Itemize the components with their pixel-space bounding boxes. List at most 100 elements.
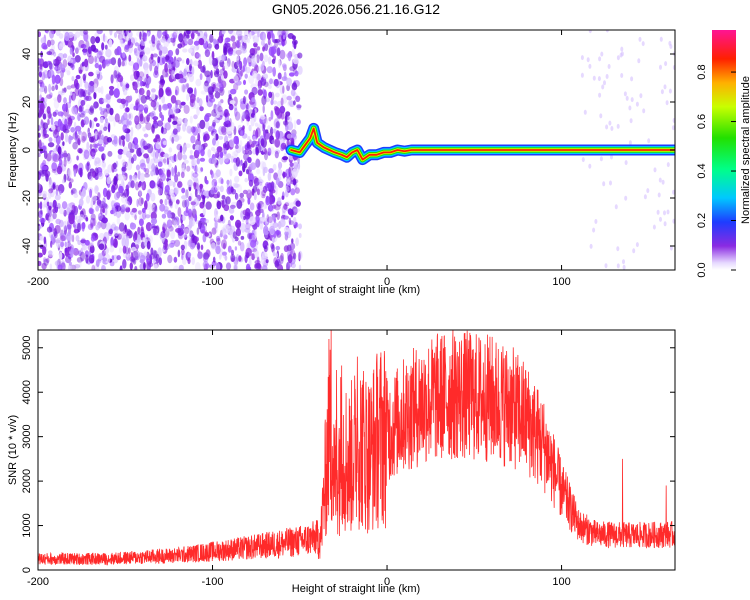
noise-cell [155, 253, 160, 264]
noise-cell [218, 155, 224, 165]
noise-cell [226, 58, 231, 67]
noise-cell [39, 81, 43, 88]
noise-cell [236, 183, 242, 194]
noise-cell [598, 56, 602, 62]
noise-cell [271, 237, 275, 243]
noise-cell [115, 210, 122, 218]
noise-cell [289, 66, 296, 72]
noise-cell [282, 156, 289, 161]
noise-cell [47, 118, 50, 126]
noise-cell [186, 58, 190, 65]
noise-cell [215, 245, 221, 255]
noise-cell [173, 134, 180, 142]
noise-cell [172, 181, 176, 188]
noise-cell [229, 168, 233, 177]
noise-cell [79, 113, 86, 118]
noise-cell [282, 171, 286, 179]
noise-cell [94, 56, 100, 65]
noise-cell [239, 60, 243, 71]
noise-cell [255, 215, 260, 224]
noise-cell [194, 213, 198, 222]
noise-cell [75, 235, 80, 242]
noise-cell [286, 261, 290, 270]
noise-cell [194, 236, 200, 242]
noise-cell [143, 116, 150, 124]
noise-cell [665, 100, 669, 106]
noise-cell [137, 44, 141, 51]
noise-cell [171, 193, 176, 203]
noise-cell [203, 252, 210, 260]
noise-cell [211, 158, 217, 165]
noise-cell [199, 119, 206, 130]
noise-cell [79, 132, 83, 141]
noise-cell [141, 181, 145, 190]
noise-cell [255, 144, 262, 154]
noise-cell [146, 89, 151, 97]
noise-cell [136, 98, 140, 105]
noise-cell [233, 264, 238, 270]
noise-cell [44, 30, 49, 34]
noise-cell [264, 43, 269, 52]
noise-cell [75, 74, 81, 80]
noise-cell [228, 30, 234, 35]
noise-cell [50, 117, 54, 126]
noise-cell [188, 218, 193, 229]
noise-cell [113, 175, 118, 186]
noise-cell [43, 69, 49, 79]
noise-cell [104, 44, 108, 50]
noise-cell [291, 168, 298, 178]
noise-cell [47, 254, 53, 259]
noise-cell [177, 150, 183, 161]
noise-cell [65, 232, 71, 237]
noise-cell [230, 88, 237, 95]
noise-cell [71, 76, 75, 82]
noise-cell [41, 71, 46, 81]
noise-cell [138, 87, 145, 96]
noise-cell [133, 105, 137, 111]
noise-cell [639, 93, 643, 99]
noise-cell [283, 245, 289, 253]
noise-cell [247, 156, 252, 164]
noise-cell [90, 213, 96, 221]
noise-cell [54, 74, 61, 85]
noise-cell [242, 96, 246, 104]
noise-cell [139, 57, 143, 67]
noise-cell [245, 66, 251, 74]
noise-cell [172, 120, 178, 125]
noise-cell [271, 244, 275, 253]
noise-cell [243, 109, 250, 120]
noise-cell [172, 113, 175, 120]
noise-cell [55, 237, 61, 247]
noise-cell [46, 51, 53, 56]
noise-cell [199, 106, 204, 112]
snr-y-ticks: 0 1000 2000 3000 4000 5000 [21, 336, 675, 573]
noise-cell [98, 97, 105, 105]
noise-cell [218, 135, 224, 140]
noise-cell [247, 136, 251, 141]
noise-cell [93, 91, 97, 100]
noise-cell [263, 132, 270, 139]
noise-cell [69, 63, 74, 68]
noise-cell [164, 62, 169, 73]
noise-cell [108, 115, 115, 122]
noise-cell [82, 243, 86, 253]
noise-cell [122, 245, 127, 254]
y-tick-label: 20 [21, 96, 33, 108]
noise-cell [156, 120, 164, 127]
noise-cell [51, 44, 55, 52]
noise-cell [290, 180, 295, 185]
noise-cell [179, 145, 183, 153]
noise-cell [249, 216, 256, 226]
noise-cell [277, 264, 284, 270]
noise-cell [272, 214, 275, 220]
noise-cell [234, 175, 240, 183]
noise-cell [160, 75, 164, 84]
noise-cell [136, 70, 140, 78]
noise-cell [96, 30, 103, 35]
noise-cell [97, 87, 102, 93]
noise-cell [256, 188, 261, 196]
noise-cell [98, 50, 104, 56]
noise-cell [150, 192, 156, 202]
noise-cell [98, 203, 103, 209]
noise-cell [46, 39, 52, 48]
